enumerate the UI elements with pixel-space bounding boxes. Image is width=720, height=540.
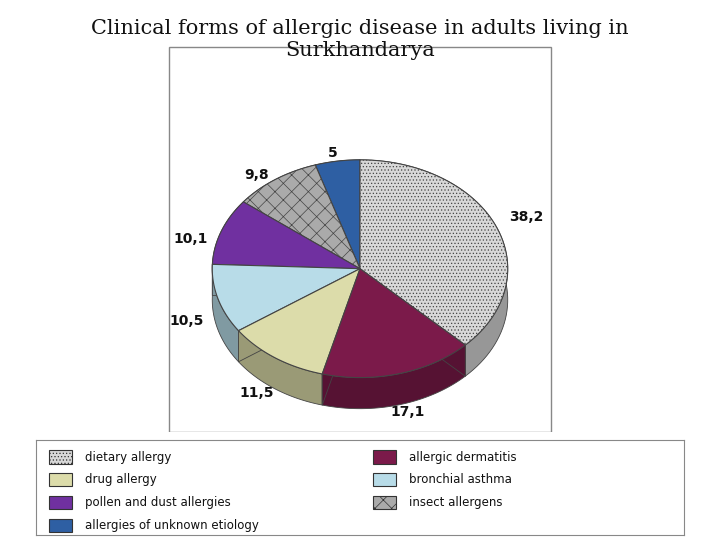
- Polygon shape: [243, 165, 315, 233]
- Text: 11,5: 11,5: [239, 386, 274, 400]
- Text: Clinical forms of allergic disease in adults living in
Surkhandarya: Clinical forms of allergic disease in ad…: [91, 19, 629, 60]
- FancyBboxPatch shape: [373, 450, 396, 464]
- FancyBboxPatch shape: [49, 450, 72, 464]
- Polygon shape: [212, 265, 360, 300]
- Polygon shape: [238, 269, 360, 362]
- Polygon shape: [212, 265, 238, 362]
- Text: 10,1: 10,1: [174, 232, 208, 246]
- Polygon shape: [238, 330, 323, 405]
- Text: allergic dermatitis: allergic dermatitis: [409, 450, 516, 464]
- Polygon shape: [243, 202, 360, 300]
- FancyBboxPatch shape: [49, 518, 72, 532]
- Text: bronchial asthma: bronchial asthma: [409, 473, 511, 487]
- Polygon shape: [323, 269, 465, 377]
- Text: allergies of unknown etiology: allergies of unknown etiology: [85, 518, 258, 532]
- Polygon shape: [360, 269, 465, 376]
- Polygon shape: [238, 269, 360, 374]
- Polygon shape: [212, 265, 360, 300]
- FancyBboxPatch shape: [373, 496, 396, 509]
- FancyBboxPatch shape: [373, 473, 396, 487]
- Polygon shape: [323, 269, 360, 405]
- Polygon shape: [360, 160, 508, 345]
- Text: 17,1: 17,1: [390, 406, 425, 420]
- Text: pollen and dust allergies: pollen and dust allergies: [85, 496, 230, 509]
- Polygon shape: [243, 202, 360, 300]
- FancyBboxPatch shape: [49, 496, 72, 509]
- Polygon shape: [315, 165, 360, 300]
- Text: 9,8: 9,8: [245, 168, 269, 183]
- Polygon shape: [323, 269, 360, 405]
- Polygon shape: [315, 160, 360, 196]
- Polygon shape: [238, 269, 360, 362]
- Text: 5: 5: [328, 146, 337, 160]
- Text: 10,5: 10,5: [170, 314, 204, 328]
- Polygon shape: [243, 165, 360, 269]
- Polygon shape: [212, 265, 360, 330]
- Polygon shape: [315, 165, 360, 300]
- Polygon shape: [323, 345, 465, 409]
- Polygon shape: [212, 202, 243, 295]
- Text: 38,2: 38,2: [509, 211, 544, 225]
- Text: insect allergens: insect allergens: [409, 496, 502, 509]
- Text: dietary allergy: dietary allergy: [85, 450, 171, 464]
- Text: drug allergy: drug allergy: [85, 473, 156, 487]
- FancyBboxPatch shape: [49, 473, 72, 487]
- Polygon shape: [315, 160, 360, 269]
- Polygon shape: [360, 269, 465, 376]
- Polygon shape: [212, 202, 360, 269]
- Polygon shape: [360, 160, 508, 376]
